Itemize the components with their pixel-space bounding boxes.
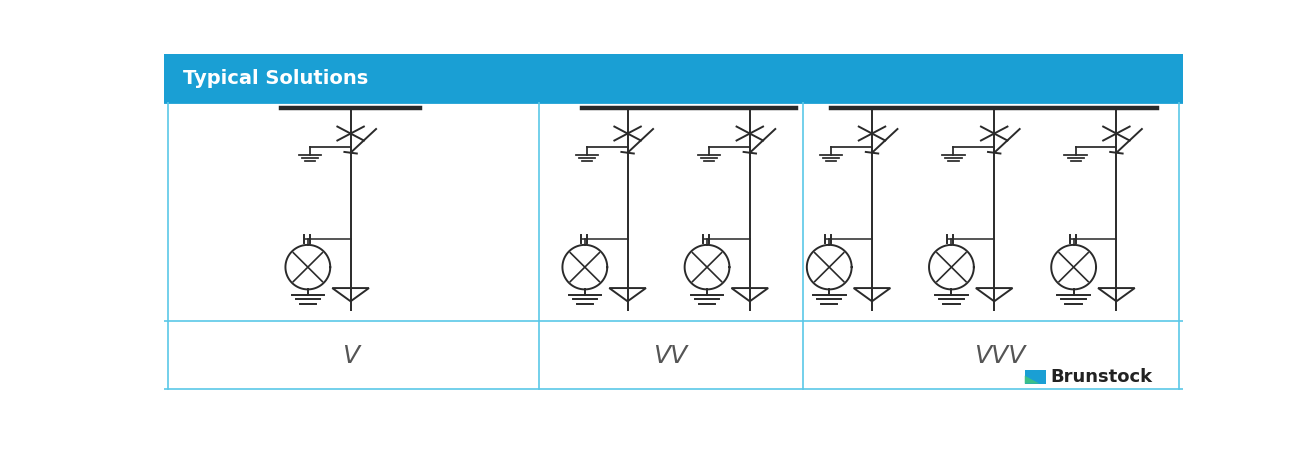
Text: V: V [342,344,359,368]
Text: VVV: VVV [974,344,1025,368]
Text: VV: VV [653,344,687,368]
FancyBboxPatch shape [1025,371,1046,384]
FancyBboxPatch shape [164,54,1183,102]
Text: Brunstock: Brunstock [1050,368,1152,386]
Text: Typical Solutions: Typical Solutions [183,69,368,88]
Polygon shape [1025,376,1039,384]
